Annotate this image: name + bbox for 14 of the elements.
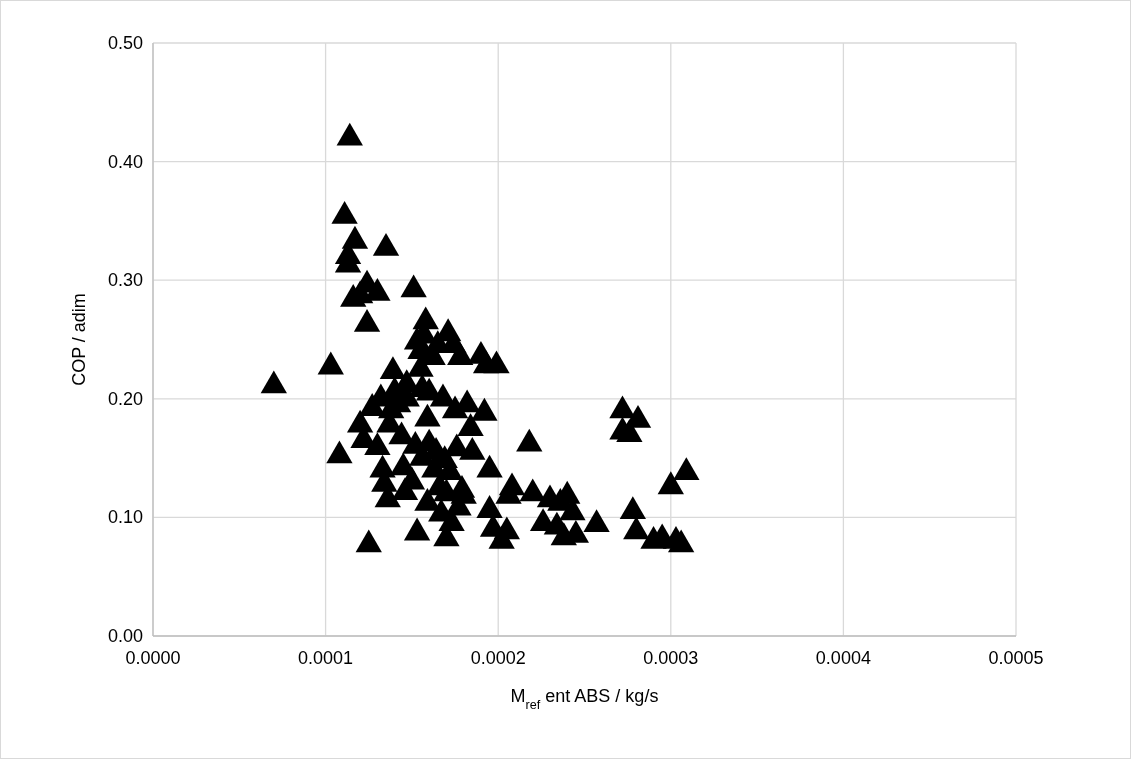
y-tick-label: 0.50 <box>107 33 143 53</box>
y-tick-label: 0.40 <box>107 151 143 172</box>
y-axis-title: COP / adim <box>69 293 89 386</box>
x-axis-title: M$_{ref}$ ent ABS / kg/s <box>510 686 659 712</box>
x-tick-label: 0.0005 <box>988 648 1044 668</box>
y-tick-label: 0.20 <box>107 388 143 409</box>
x-tick-label: 0.0001 <box>298 648 354 668</box>
x-tick-label: 0.0000 <box>125 648 181 668</box>
y-tick-label: 0.00 <box>107 626 143 646</box>
y-tick-label: 0.10 <box>107 507 143 528</box>
x-tick-label: 0.0004 <box>815 648 871 668</box>
x-tick-label: 0.0002 <box>470 648 526 668</box>
x-tick-label: 0.0003 <box>643 648 699 668</box>
y-tick-label: 0.30 <box>107 270 143 291</box>
